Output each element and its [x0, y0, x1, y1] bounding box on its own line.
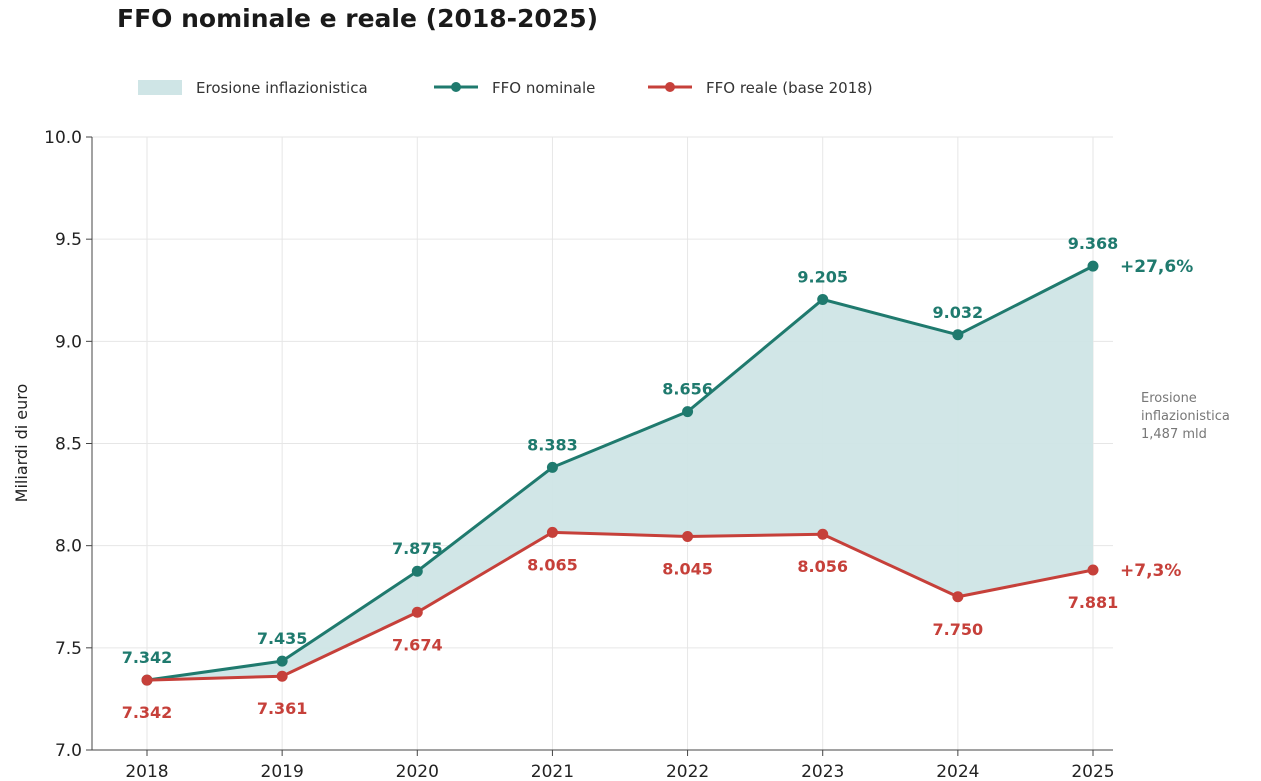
y-tick-label: 8.0 — [55, 537, 82, 557]
real-data-label: 7.881 — [1068, 593, 1119, 612]
nominal-data-label: 8.383 — [527, 435, 578, 454]
legend-area-swatch — [138, 80, 182, 95]
real-point — [682, 530, 694, 542]
legend-nominal-marker — [451, 82, 461, 92]
nominal-data-label: 7.435 — [257, 629, 308, 648]
nominal-data-label: 9.368 — [1068, 234, 1119, 253]
y-tick-label: 9.5 — [55, 230, 82, 250]
nominal-point — [682, 406, 694, 418]
legend-real-label: FFO reale (base 2018) — [706, 79, 873, 97]
real-data-label: 8.045 — [662, 559, 713, 578]
x-tick-label: 2024 — [936, 762, 979, 781]
x-tick-label: 2025 — [1071, 762, 1114, 781]
y-tick-label: 8.5 — [55, 435, 82, 455]
legend-nominal-label: FFO nominale — [492, 79, 595, 97]
nominal-data-label: 9.205 — [797, 267, 848, 286]
legend-real-marker — [665, 82, 675, 92]
x-tick-label: 2021 — [531, 762, 574, 781]
real-point — [141, 674, 153, 686]
erosion-annotation-line: Erosione — [1141, 391, 1197, 406]
y-tick-label: 10.0 — [44, 128, 82, 148]
real-data-label: 8.056 — [797, 557, 848, 576]
y-tick-label: 7.5 — [55, 639, 82, 659]
real-data-label: 7.342 — [122, 703, 173, 722]
legend-area-label: Erosione inflazionistica — [196, 79, 368, 97]
chart-title: FFO nominale e reale (2018-2025) — [117, 4, 599, 33]
real-point — [952, 591, 964, 603]
erosion-annotation-line: 1,487 mld — [1141, 427, 1207, 442]
erosion-annotation-line: inflazionistica — [1141, 409, 1230, 424]
real-point — [276, 670, 288, 682]
nominal-point — [276, 655, 288, 667]
series-lines — [141, 260, 1099, 686]
erosion-fill — [147, 266, 1093, 681]
y-tick-label: 7.0 — [55, 741, 82, 761]
x-tick-label: 2020 — [396, 762, 439, 781]
y-axis-label: Miliardi di euro — [12, 384, 31, 503]
nominal-data-label: 9.032 — [933, 303, 984, 322]
nominal-line — [146, 264, 1094, 682]
x-tick-label: 2019 — [261, 762, 304, 781]
real-point — [1087, 564, 1099, 576]
real-data-label: 8.065 — [527, 555, 578, 574]
nominal-data-label: 7.342 — [122, 648, 173, 667]
real-point — [411, 606, 423, 618]
data-labels: 7.342 7.435 7.875 8.383 8.656 9.205 9.032 9.368… — [122, 234, 1194, 722]
nominal-point — [1087, 260, 1099, 272]
legend: Erosione inflazionistica FFO nominale FFO … — [138, 79, 873, 97]
nominal-point — [817, 293, 829, 305]
real-data-label: 7.361 — [257, 699, 308, 718]
y-tick-label: 9.0 — [55, 332, 82, 352]
real-point — [817, 528, 829, 540]
real-data-label: 7.750 — [933, 620, 984, 639]
nominal-change-label: +27,6% — [1120, 257, 1193, 277]
x-tick-label: 2018 — [125, 762, 168, 781]
x-tick-label: 2022 — [666, 762, 709, 781]
erosion-area — [147, 266, 1093, 681]
real-data-label: 7.674 — [392, 635, 443, 654]
real-change-label: +7,3% — [1120, 561, 1181, 581]
nominal-data-label: 7.875 — [392, 539, 443, 558]
nominal-point — [952, 329, 964, 341]
erosion-annotation: Erosione inflazionistica 1,487 mld — [1141, 391, 1230, 442]
nominal-data-label: 8.656 — [662, 380, 713, 399]
real-point — [546, 526, 558, 538]
x-tick-label: 2023 — [801, 762, 844, 781]
nominal-point — [411, 565, 423, 577]
axes: 7.0 7.5 8.0 8.5 9.0 9.5 10.0 2018 2019 2020 2021 20… — [44, 128, 1114, 781]
nominal-point — [546, 461, 558, 473]
real-line — [146, 530, 1094, 682]
